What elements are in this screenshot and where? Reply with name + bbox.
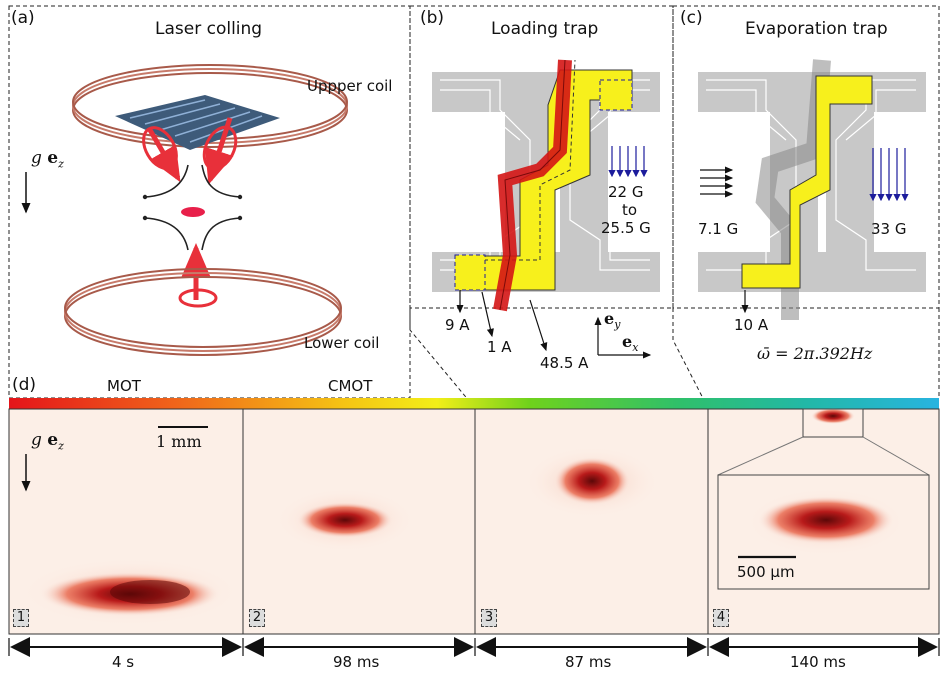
- panel-c-frame: [672, 5, 940, 309]
- scale-label-1mm: 1 mm: [156, 432, 202, 451]
- field-arrows-c-horizontal: [700, 166, 734, 198]
- atom-cloud-a: [181, 207, 205, 217]
- trap-frequency: ω̄ = 2π.392Hz: [757, 344, 873, 363]
- cloud-frame-4: [717, 408, 930, 590]
- cloud-frame-3: [524, 446, 660, 518]
- panel-c-label: (c): [680, 8, 703, 28]
- duration-1: 4 s: [112, 653, 135, 671]
- frame-number-1: 1: [13, 609, 29, 627]
- cloud-frame-2: [275, 488, 415, 552]
- field-b-value-3: 25.5 G: [601, 219, 651, 237]
- field-c-left: 7.1 G: [698, 220, 739, 238]
- lower-coil-label: Lower coil: [304, 334, 380, 352]
- current-b-9a: 9 A: [445, 316, 470, 334]
- frame-number-2: 2: [249, 609, 265, 627]
- frame-number-3: 3: [481, 609, 497, 627]
- time-color-bar: [9, 398, 939, 409]
- axis-label-ex: ex: [622, 332, 639, 355]
- gravity-label-a: g ez: [31, 148, 64, 171]
- frame-number-4: 4: [713, 609, 729, 627]
- gravity-label-d: g ez: [31, 430, 64, 453]
- panel-b-title: Loading trap: [491, 19, 599, 39]
- current-b-1a: 1 A: [487, 338, 512, 356]
- duration-4: 140 ms: [790, 653, 846, 671]
- panel-b-label: (b): [420, 8, 445, 28]
- stage-cmot: CMOT: [328, 377, 373, 395]
- current-c: 10 A: [734, 316, 769, 334]
- field-b-value-1: 22 G: [608, 183, 644, 201]
- field-c-right: 33 G: [871, 220, 907, 238]
- field-arrows-c-vertical: [869, 148, 909, 202]
- duration-2: 98 ms: [333, 653, 380, 671]
- field-arrows-b: [608, 146, 648, 178]
- chip-layout-c: [698, 59, 926, 320]
- axis-arrows-b: [594, 316, 652, 359]
- field-b-value-2: to: [622, 201, 638, 219]
- cloud-frame-1: [20, 558, 240, 626]
- scale-label-500um: 500 µm: [737, 563, 795, 581]
- axis-label-ey: ey: [604, 309, 621, 332]
- quadrupole-field-lines: [144, 164, 241, 251]
- panel-c-title: Evaporation trap: [745, 19, 888, 39]
- duration-3: 87 ms: [565, 653, 612, 671]
- chip-layout-b: [432, 59, 660, 312]
- panel-b-frame: [409, 5, 674, 309]
- panel-a-label: (a): [11, 8, 35, 28]
- panel-a-title: Laser colling: [155, 19, 263, 39]
- panel-d-label: (d): [12, 375, 37, 395]
- lower-coil: [64, 268, 342, 356]
- upper-coil-label: Uppper coil: [307, 77, 393, 95]
- current-b-48a: 48.5 A: [540, 354, 589, 372]
- stage-mot: MOT: [107, 377, 141, 395]
